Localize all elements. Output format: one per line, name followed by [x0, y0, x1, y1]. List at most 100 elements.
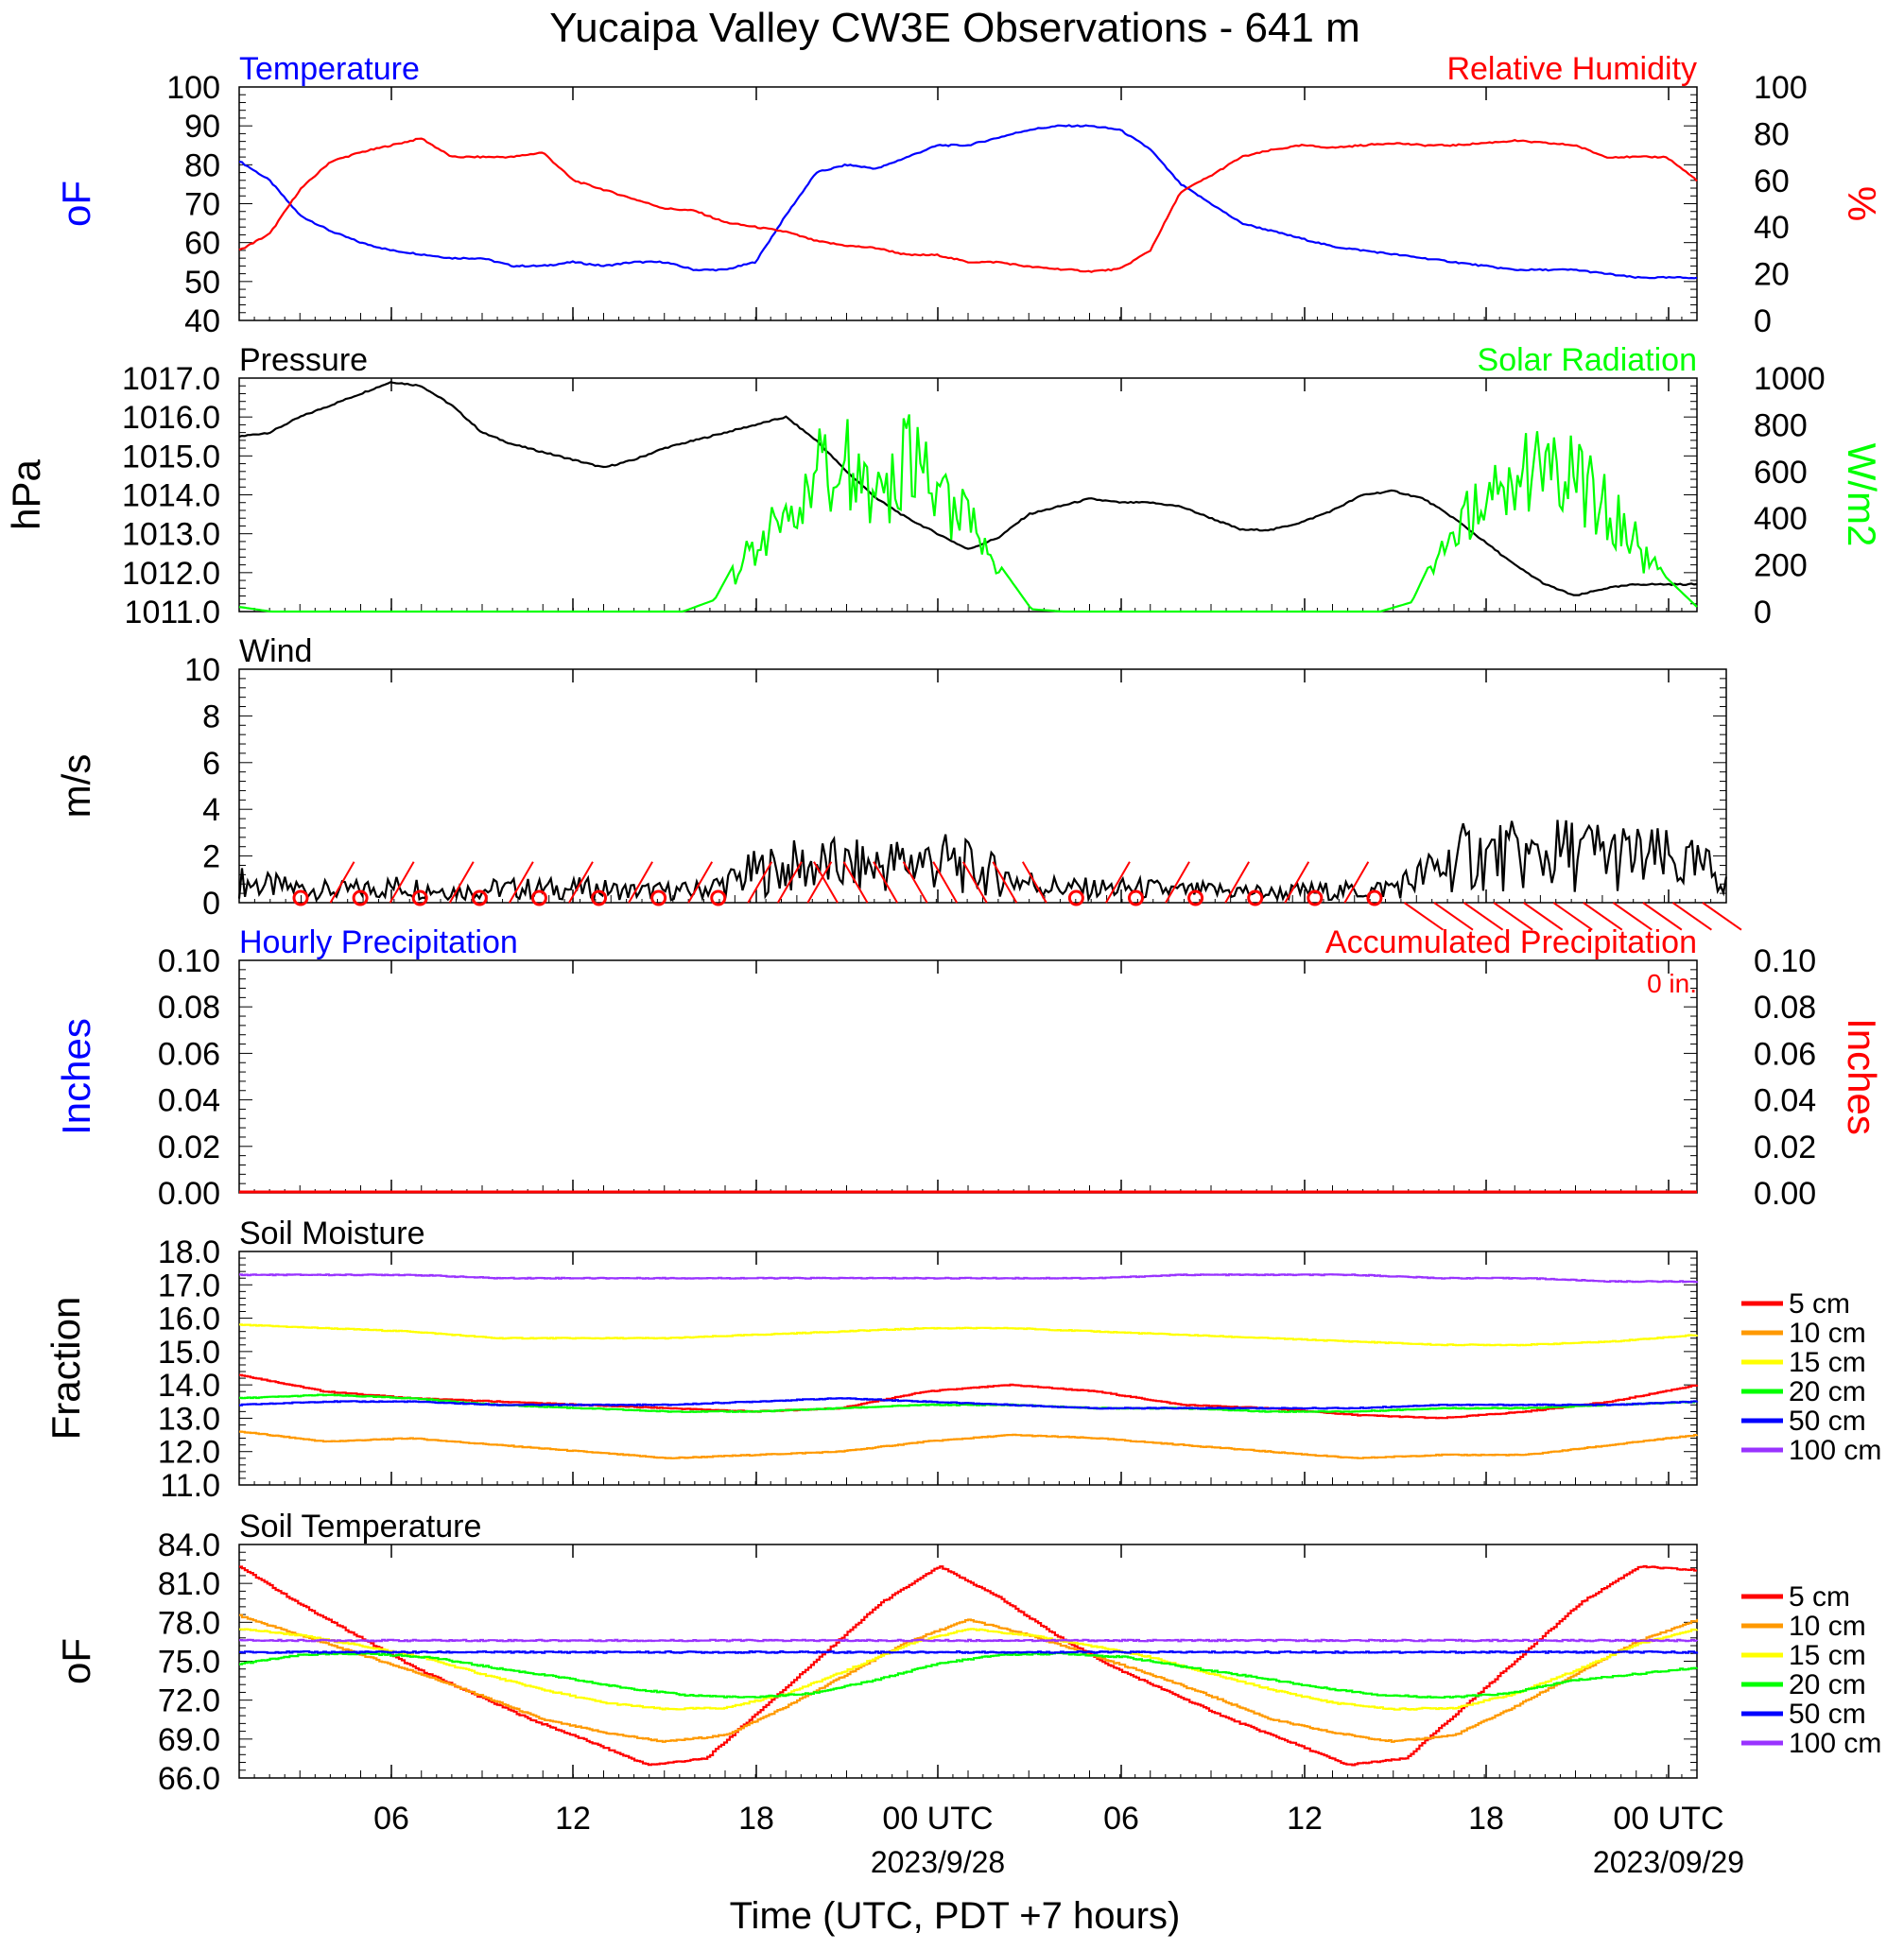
series-line-solar-radiation — [238, 414, 1698, 613]
series-line-50-cm — [239, 1649, 1699, 1654]
panel-title-right: Solar Radiation — [1478, 342, 1697, 378]
y-right-tick-label: 0.00 — [1754, 1176, 1816, 1212]
legend-label: 50 cm — [1789, 1406, 1866, 1437]
y-tick-label: 10 — [184, 652, 220, 688]
x-tick-label: 06 — [1103, 1801, 1139, 1837]
wind-barb — [961, 861, 988, 904]
y-tick-label: 80 — [184, 147, 220, 183]
panel-3: 0.10 0.08 0.06 0.04 0.02 0.00 0.10 0.08 0.06 0.04… — [54, 924, 1884, 1212]
x-tick-label: 12 — [555, 1801, 591, 1837]
wind-barb — [568, 861, 594, 904]
date-label-2: 2023/09/29 — [1593, 1845, 1744, 1879]
y-tick-label: 0.08 — [158, 990, 220, 1026]
legend-label: 5 cm — [1789, 1581, 1850, 1613]
y-tick-label: 40 — [184, 303, 220, 339]
y-axis-right-label: % — [1840, 186, 1884, 221]
y-right-tick-label: 60 — [1754, 164, 1790, 199]
legend-label: 10 cm — [1789, 1611, 1866, 1642]
wind-barb — [448, 861, 475, 904]
wind-barb — [747, 861, 773, 904]
y-right-tick-label: 600 — [1754, 455, 1808, 491]
y-tick-label: 1014.0 — [122, 478, 220, 514]
wind-barb — [389, 861, 415, 904]
x-tick-label: 12 — [1287, 1801, 1323, 1837]
y-right-tick-label: 0.10 — [1754, 943, 1816, 979]
panel-2: 10 8 6 4 2 0 Wind m/s — [54, 633, 1742, 931]
wind-barb — [992, 861, 1018, 904]
x-tick-label: 00 UTC — [882, 1801, 993, 1837]
y-tick-label: 78.0 — [158, 1605, 220, 1641]
series-line-wind — [237, 820, 1728, 904]
y-right-tick-label: 40 — [1754, 210, 1790, 246]
y-tick-label: 69.0 — [158, 1722, 220, 1758]
y-tick-label: 60 — [184, 226, 220, 262]
y-tick-label: 100 — [166, 70, 220, 106]
panel-title-right: Relative Humidity — [1446, 51, 1697, 87]
wind-barb — [1343, 861, 1370, 904]
y-tick-label: 17.0 — [158, 1268, 220, 1303]
wind-calm-marker — [352, 889, 369, 906]
y-right-tick-label: 400 — [1754, 501, 1808, 537]
wind-barb — [1224, 861, 1251, 904]
wind-barb — [1671, 902, 1712, 931]
y-axis-label: oF — [54, 181, 98, 227]
y-tick-label: 18.0 — [158, 1234, 220, 1270]
legend-label: 10 cm — [1789, 1318, 1866, 1349]
y-tick-label: 90 — [184, 109, 220, 145]
series-line-5-cm — [239, 1564, 1697, 1767]
series-line-15-cm — [239, 1628, 1699, 1711]
wind-barb — [1702, 902, 1742, 931]
wind-barb — [628, 861, 653, 904]
y-tick-label: 0.04 — [158, 1083, 220, 1119]
wind-barb — [687, 861, 714, 904]
y-tick-label: 13.0 — [158, 1401, 220, 1437]
legend-label: 100 cm — [1789, 1435, 1881, 1466]
legend-label: 5 cm — [1789, 1288, 1850, 1320]
panel-title-left: Wind — [239, 633, 312, 669]
wind-barb — [1583, 902, 1623, 931]
wind-barb — [806, 861, 833, 904]
panel-title-left: Pressure — [239, 342, 368, 378]
chart-title: Yucaipa Valley CW3E Observations - 641 m — [549, 5, 1360, 51]
y-tick-label: 66.0 — [158, 1761, 220, 1797]
panel-frame — [238, 86, 1698, 321]
y-right-tick-label: 200 — [1754, 548, 1808, 584]
y-tick-label: 0.00 — [158, 1176, 220, 1212]
wind-barb — [329, 861, 355, 904]
y-tick-label: 81.0 — [158, 1566, 220, 1602]
wind-barb — [902, 861, 928, 904]
y-tick-label: 0.06 — [158, 1036, 220, 1072]
series-line-15-cm — [239, 1323, 1699, 1347]
y-tick-label: 75.0 — [158, 1645, 220, 1681]
wind-barb — [1403, 902, 1444, 931]
wind-barb — [776, 861, 803, 904]
series-line-100-cm — [239, 1638, 1699, 1643]
wind-calm-marker — [530, 889, 547, 906]
y-tick-label: 50 — [184, 265, 220, 301]
y-tick-label: 1012.0 — [122, 556, 220, 592]
wind-barb — [873, 861, 898, 904]
wind-calm-marker — [1187, 889, 1204, 906]
series-line-50-cm — [239, 1397, 1699, 1410]
x-tick-label: 18 — [1468, 1801, 1504, 1837]
y-axis-label: Fraction — [43, 1297, 88, 1441]
precip-total-annotation: 0 in. — [1647, 969, 1697, 998]
panel-4: 18.017.016.015.014.013.012.011.0 Soil Moi… — [43, 1216, 1881, 1504]
series-line-pressure — [238, 381, 1698, 596]
y-tick-label: 0.02 — [158, 1130, 220, 1165]
y-right-tick-label: 0.04 — [1754, 1083, 1816, 1119]
y-tick-label: 1013.0 — [122, 517, 220, 553]
y-right-tick-label: 1000 — [1754, 361, 1826, 397]
legend-label: 100 cm — [1789, 1728, 1881, 1759]
y-axis-right-label: W/m2 — [1840, 443, 1884, 547]
wind-barb — [1021, 861, 1047, 904]
y-tick-label: 1017.0 — [122, 361, 220, 397]
wind-barb — [1612, 902, 1653, 931]
y-tick-label: 12.0 — [158, 1435, 220, 1471]
y-right-tick-label: 100 — [1754, 70, 1808, 106]
panel-title-left: Hourly Precipitation — [239, 924, 518, 960]
panel-title-left: Temperature — [239, 51, 420, 87]
wind-calm-marker — [292, 889, 309, 906]
